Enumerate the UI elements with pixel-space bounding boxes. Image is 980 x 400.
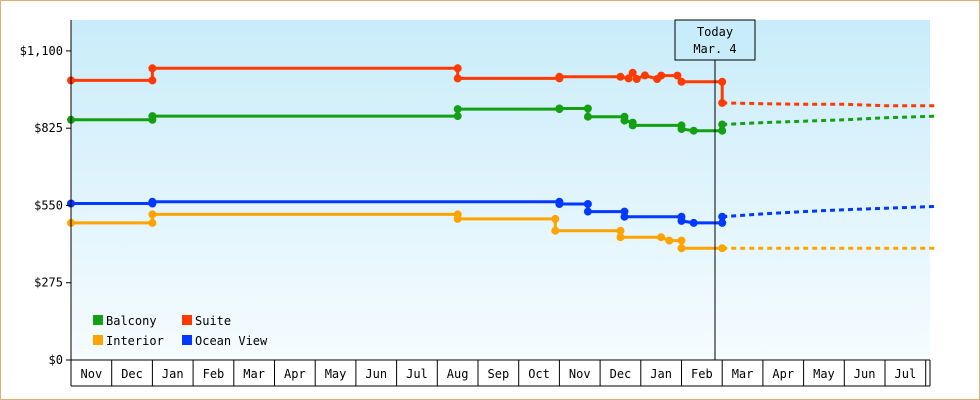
month-label: Jan [650,367,672,381]
series-point [616,226,625,235]
series-point [453,112,462,121]
series-point [628,121,637,130]
series-point [718,126,727,135]
series-point [555,72,564,81]
month-label: Jun [854,367,876,381]
today-callout [674,19,756,61]
series-point [555,200,564,208]
series-point [718,77,727,86]
month-label: Jan [162,367,184,381]
month-label: Aug [447,367,469,381]
series-point [632,75,641,83]
series-point [453,105,462,114]
month-axis: Nov Dec Jan Feb Mar Apr May Jun Jul Aug Sep Oct Nov D… [70,360,931,387]
month-label: Jun [365,367,387,381]
y-tick-label: $1,100 [20,44,63,58]
y-axis-ticks: $0 $275 $550 $825 $1,100 [20,44,71,367]
y-tick-label: $275 [34,276,63,290]
series-point [689,126,698,135]
month-label: Sep [488,367,510,381]
legend-label: Interior [106,334,164,348]
month-label: Jul [406,367,428,381]
series-point [148,218,157,227]
series-point [718,244,727,253]
today-label: Today [697,25,733,39]
series-point [677,125,686,133]
series-point [583,200,592,208]
series-point [689,218,698,227]
series-point [583,112,592,121]
today-marker: Today Mar. 4 [674,19,756,360]
series-point [677,236,686,245]
month-label: Mar [732,367,754,381]
series-point [616,72,625,81]
y-tick-label: $825 [34,121,63,135]
series-point [665,236,674,245]
legend-label: Balcony [106,314,157,328]
series-point [628,68,637,77]
series-point [718,212,727,221]
series-point [677,244,686,253]
series-point [620,116,629,125]
legend-label: Ocean View [195,334,268,348]
series-point [148,76,157,85]
series-forecast-line [722,204,938,219]
legend-swatch [182,315,192,325]
series-point [624,74,633,83]
legend-label: Suite [195,314,231,328]
legend-swatch [93,315,103,325]
month-label: Apr [284,367,306,381]
series-point [616,233,625,242]
month-label: Dec [610,367,632,381]
series-point [583,104,592,113]
series-point [718,218,727,227]
series-point [453,74,462,83]
series-forecast-line [722,101,938,108]
y-tick-label: $0 [49,353,63,367]
series-point [718,120,727,129]
month-label: May [325,367,347,381]
series-point [583,207,592,216]
series-point [148,210,157,219]
series-point [453,64,462,73]
series-point [551,226,560,235]
month-label: Mar [243,367,265,381]
plot-area [71,20,930,360]
month-label: Jul [895,367,917,381]
legend: Balcony Suite Interior Ocean View [93,314,268,348]
series-point [640,71,649,80]
series-forecast-line [722,114,938,126]
series-point [555,104,564,113]
legend-swatch [93,335,103,345]
series-point [673,71,682,80]
series-point [453,214,462,223]
month-label: Feb [203,367,225,381]
series-point [148,64,157,73]
series-point [657,233,666,242]
month-label: Nov [569,367,591,381]
y-tick-label: $550 [34,198,63,212]
month-label: Feb [691,367,713,381]
series-point [148,112,157,121]
legend-swatch [182,335,192,345]
series-point [620,212,629,221]
series-point [677,77,686,86]
month-label: Nov [81,367,103,381]
month-label: Apr [772,367,794,381]
month-label: May [813,367,835,381]
series-point [148,197,157,206]
series-point [718,98,727,107]
series-point [551,214,560,223]
series-point [657,71,666,80]
month-label: Oct [528,367,550,381]
series-point [677,216,686,225]
today-date: Mar. 4 [693,42,736,56]
month-label: Dec [121,367,143,381]
